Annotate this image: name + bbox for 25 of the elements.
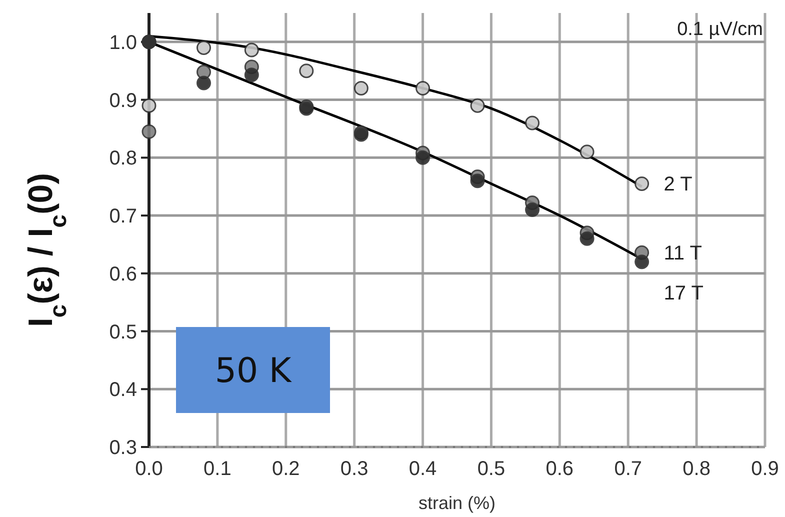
x-tick-label: 0.7 bbox=[614, 458, 642, 480]
y-tick-label: 0.3 bbox=[109, 437, 137, 459]
y-tick-label: 1.0 bbox=[109, 32, 137, 54]
x-axis-title: strain (%) bbox=[418, 493, 496, 513]
x-tick-label: 0.9 bbox=[751, 458, 779, 480]
x-tick-label: 0.5 bbox=[477, 458, 506, 480]
y-tick-label: 0.5 bbox=[109, 321, 137, 344]
y-tick-label: 0.8 bbox=[109, 148, 137, 170]
y-tick-label: 0.4 bbox=[109, 379, 137, 402]
x-tick-label: 0.6 bbox=[546, 458, 574, 480]
x-tick-label: 0.3 bbox=[340, 458, 368, 480]
annotation: 50 K bbox=[214, 351, 293, 391]
series-label: 17 T bbox=[664, 282, 704, 305]
x-tick-label: 0.2 bbox=[272, 458, 300, 480]
annotation: 0.1 µV/cm bbox=[677, 19, 763, 40]
x-tick-label: 0.1 bbox=[204, 458, 232, 480]
x-tick-label: 0.4 bbox=[408, 458, 437, 480]
y-tick-label: 0.9 bbox=[109, 90, 137, 112]
x-tick-label: 0.0 bbox=[135, 458, 163, 480]
label-box: 50 K bbox=[176, 327, 330, 413]
x-tick-label: 0.8 bbox=[682, 458, 710, 480]
y-tick-label: 0.6 bbox=[109, 263, 137, 286]
y-tick-label: 0.7 bbox=[109, 206, 137, 228]
series-label: 2 T bbox=[664, 174, 692, 196]
series-label: 11 T bbox=[664, 242, 702, 265]
